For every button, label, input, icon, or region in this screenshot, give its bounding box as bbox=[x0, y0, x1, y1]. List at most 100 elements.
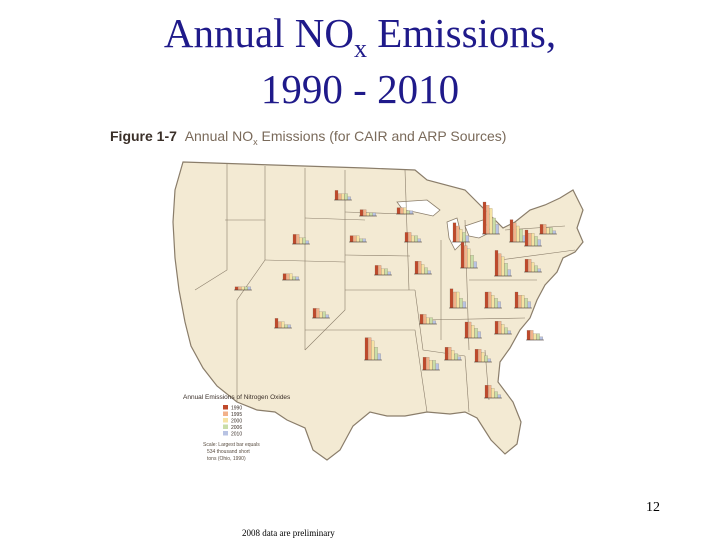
state-bar bbox=[484, 291, 489, 309]
state-bar bbox=[424, 267, 428, 275]
state-bar bbox=[456, 225, 460, 243]
footnote: 2008 data are preliminary bbox=[242, 528, 335, 538]
state-bar bbox=[488, 291, 492, 309]
state-bar bbox=[369, 212, 373, 217]
state-bar bbox=[374, 347, 378, 361]
state-bar bbox=[501, 324, 505, 335]
state-bar bbox=[501, 256, 505, 277]
state-bar bbox=[429, 360, 433, 371]
state-bar bbox=[359, 238, 363, 243]
state-bar bbox=[278, 321, 282, 329]
state-bar bbox=[488, 385, 492, 399]
state-bar bbox=[451, 350, 455, 361]
state-bar bbox=[302, 237, 306, 245]
state-bar bbox=[408, 232, 412, 243]
legend-scale-line-2: 534 thousand short bbox=[207, 449, 250, 455]
us-map-svg: Annual Emissions of Nitrogen Oxides 1990… bbox=[172, 161, 584, 462]
state-bar-groups bbox=[234, 190, 557, 399]
state-bar bbox=[353, 235, 357, 243]
state-bar bbox=[292, 276, 296, 281]
state-bar bbox=[528, 233, 532, 247]
state-bar bbox=[286, 273, 290, 281]
legend-title: Annual Emissions of Nitrogen Oxides bbox=[183, 394, 291, 401]
state-bar bbox=[498, 321, 502, 335]
state-bar bbox=[387, 271, 391, 276]
state-bar bbox=[426, 357, 430, 371]
state-bar bbox=[409, 210, 413, 215]
state-bar bbox=[531, 233, 535, 247]
state-bar bbox=[459, 298, 463, 309]
state-bar bbox=[462, 232, 466, 243]
state-bar bbox=[356, 235, 360, 243]
slide-title: Annual NOx Emissions, 1990 - 2010 bbox=[0, 8, 720, 114]
state-bar bbox=[368, 337, 372, 361]
state-bar bbox=[241, 286, 245, 291]
state-bar bbox=[377, 353, 381, 361]
state-bar bbox=[378, 265, 382, 276]
state-bar bbox=[526, 330, 531, 341]
state-bar bbox=[427, 270, 431, 275]
figure-label: Figure 1-7 bbox=[110, 128, 177, 144]
emissions-map: Annual Emissions of Nitrogen Oxides 1990… bbox=[165, 150, 605, 490]
state-bar bbox=[521, 295, 525, 309]
state-bar bbox=[471, 325, 475, 339]
state-bar bbox=[459, 229, 463, 243]
state-bar bbox=[289, 273, 293, 281]
state-bar bbox=[234, 286, 239, 291]
state-bar bbox=[492, 217, 496, 235]
state-bar bbox=[371, 340, 375, 361]
state-bar bbox=[418, 261, 422, 275]
state-bar bbox=[452, 222, 457, 243]
state-bar bbox=[473, 261, 477, 269]
state-bar bbox=[552, 230, 556, 235]
state-bar bbox=[238, 286, 242, 291]
state-bar bbox=[524, 229, 529, 247]
state-bar bbox=[470, 255, 474, 269]
state-bar bbox=[468, 321, 472, 339]
state-bar bbox=[338, 193, 342, 201]
state-bar bbox=[498, 253, 502, 277]
state-bar bbox=[537, 268, 541, 273]
state-bar bbox=[509, 219, 514, 243]
state-bar bbox=[325, 314, 329, 319]
state-bar bbox=[341, 193, 345, 201]
state-bar bbox=[364, 337, 369, 361]
state-bar bbox=[478, 349, 482, 363]
state-bar bbox=[462, 301, 466, 309]
state-bar bbox=[344, 193, 348, 201]
state-bar bbox=[287, 324, 291, 329]
state-bar bbox=[460, 242, 465, 269]
state-borders bbox=[194, 164, 576, 413]
legend-label-2000: 2000 bbox=[231, 419, 242, 425]
state-bar bbox=[528, 259, 532, 273]
state-bar bbox=[322, 311, 326, 319]
legend-label-2006: 2006 bbox=[231, 425, 242, 431]
state-bar bbox=[467, 248, 471, 269]
state-bar bbox=[456, 291, 460, 309]
state-bar bbox=[507, 330, 511, 335]
state-bar bbox=[282, 273, 287, 281]
state-bar bbox=[426, 317, 430, 325]
legend-scale-line-1: Scale: Largest bar equals bbox=[203, 442, 260, 448]
state-bar bbox=[292, 234, 297, 245]
legend: Annual Emissions of Nitrogen Oxides 1990… bbox=[183, 394, 291, 462]
state-bar bbox=[429, 317, 433, 325]
state-bar bbox=[546, 227, 550, 235]
state-bar bbox=[396, 207, 401, 215]
state-bar bbox=[524, 298, 528, 309]
state-bar bbox=[305, 240, 309, 245]
state-bar bbox=[519, 229, 523, 243]
state-bar bbox=[518, 295, 522, 309]
state-bar bbox=[481, 352, 485, 363]
state-bar bbox=[359, 209, 364, 217]
state-bar bbox=[486, 205, 490, 235]
state-bar bbox=[334, 190, 339, 201]
state-bar bbox=[423, 314, 427, 325]
state-bar bbox=[295, 276, 299, 281]
legend-label-1990: 1990 bbox=[231, 406, 242, 412]
title-line-1: Annual NOx Emissions, bbox=[163, 10, 557, 63]
state-bar bbox=[448, 347, 452, 361]
state-bar bbox=[543, 224, 547, 235]
state-bar bbox=[312, 308, 317, 319]
